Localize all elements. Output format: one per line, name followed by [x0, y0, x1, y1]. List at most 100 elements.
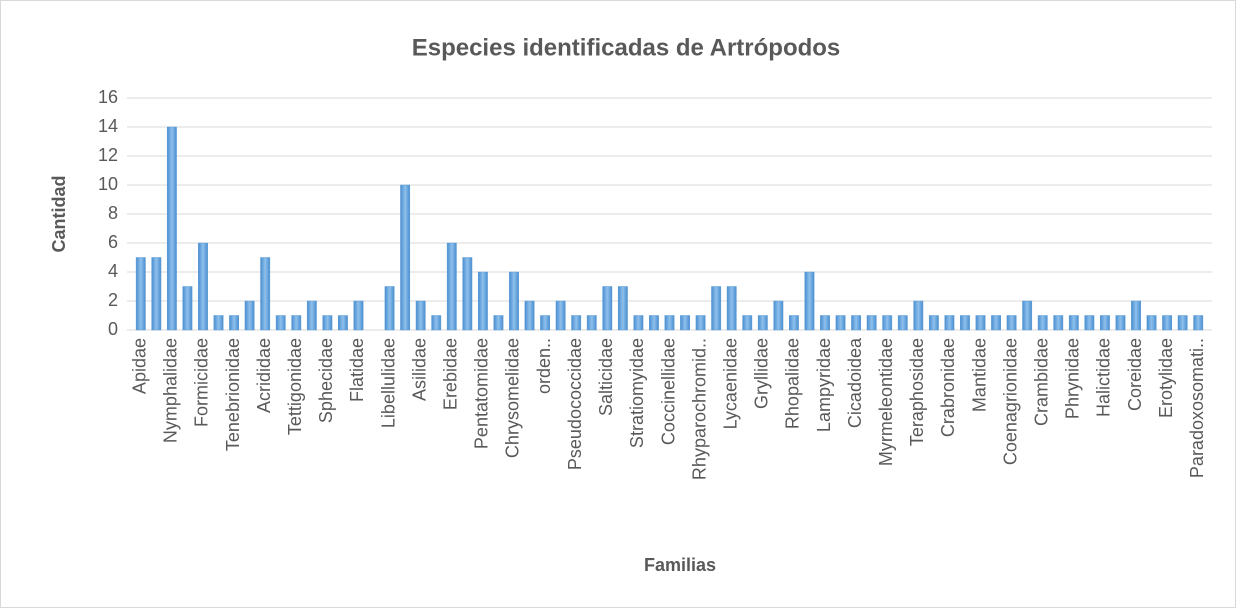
- x-tick-label: Gryllidae: [752, 338, 772, 409]
- bar: [1193, 315, 1204, 331]
- x-tick-label: Coccinellidae: [658, 338, 678, 445]
- bar: [1100, 315, 1110, 331]
- bar: [975, 315, 986, 331]
- bar: [524, 300, 535, 331]
- x-tick-label: Crabronidae: [938, 338, 958, 437]
- y-tick-label: 2: [108, 290, 118, 310]
- bar: [384, 286, 395, 331]
- bar: [820, 315, 830, 331]
- bar: [571, 315, 582, 331]
- bar: [1131, 300, 1141, 331]
- bar: [477, 271, 488, 331]
- x-tick-label: Lycaenidae: [720, 338, 740, 429]
- bar: [244, 300, 255, 331]
- bar: [462, 257, 473, 331]
- x-tick-label: Lampyridae: [814, 338, 834, 432]
- x-tick-label: Formicidae: [192, 338, 212, 427]
- bar: [1084, 315, 1095, 331]
- bar: [198, 242, 208, 331]
- bar: [1146, 315, 1157, 331]
- bar: [586, 315, 597, 331]
- bar: [882, 315, 893, 331]
- bar: [135, 257, 146, 331]
- bar: [960, 315, 970, 331]
- x-tick-label: Coreidae: [1125, 338, 1145, 411]
- y-tick-label: 8: [108, 203, 118, 223]
- x-tick-label: Phrynidae: [1063, 338, 1083, 419]
- bar: [866, 315, 877, 331]
- bar: [1068, 315, 1079, 331]
- bar: [1162, 315, 1173, 331]
- x-tick-label: Crambidae: [1031, 338, 1051, 426]
- x-tick-label: orden..: [534, 338, 554, 394]
- x-tick-label: Flatidae: [347, 338, 367, 402]
- x-tick-label: Tenebrionidae: [223, 338, 243, 451]
- bar: [851, 315, 862, 331]
- x-tick-label: Sphecidae: [316, 338, 336, 423]
- bar: [757, 315, 768, 331]
- x-tick-label: Stratiomyidae: [627, 338, 647, 448]
- bar: [1022, 300, 1033, 331]
- bar: [897, 315, 908, 331]
- bar: [291, 315, 302, 331]
- bar: [555, 300, 566, 331]
- bar: [944, 315, 955, 331]
- bar: [695, 315, 706, 331]
- x-tick-label: Salticidae: [596, 338, 616, 416]
- bar: [338, 315, 348, 331]
- bar: [1006, 315, 1017, 331]
- y-axis-title: Cantidad: [49, 175, 69, 252]
- x-tick-label: Rhopalidae: [783, 338, 803, 429]
- bar: [275, 315, 286, 331]
- x-tick-label: Cicadoidea: [845, 337, 865, 428]
- x-tick-label: Nymphalidae: [161, 338, 181, 443]
- bar: [1037, 315, 1048, 331]
- x-axis-title: Familias: [644, 555, 716, 575]
- x-tick-label: Coenagrionidae: [1000, 338, 1020, 465]
- bar: [928, 315, 939, 331]
- bar: [509, 271, 519, 331]
- bar: [617, 286, 628, 331]
- y-tick-label: 4: [108, 261, 118, 281]
- bar: [493, 315, 504, 331]
- x-tick-label: Erotylidae: [1156, 338, 1176, 418]
- bar: [1115, 315, 1126, 331]
- bar: [213, 315, 224, 331]
- x-tick-label: Acrididae: [254, 338, 274, 413]
- x-tick-label: Halictidae: [1094, 338, 1114, 417]
- chart-title: Especies identificadas de Artrópodos: [412, 34, 841, 61]
- bar: [633, 315, 644, 331]
- bar: [602, 286, 613, 331]
- y-tick-label: 0: [108, 319, 118, 339]
- y-tick-label: 14: [98, 116, 118, 136]
- x-tick-label: Libellulidae: [378, 338, 398, 428]
- x-tick-label: Pseudococcidae: [565, 338, 585, 470]
- bar: [431, 315, 442, 331]
- bar: [711, 286, 722, 331]
- bar: [835, 315, 846, 331]
- bar: [1177, 315, 1188, 331]
- bar: [773, 300, 784, 331]
- x-tick-label: Pentatomidae: [472, 338, 492, 449]
- x-tick-label: Mantidae: [969, 338, 989, 412]
- y-tick-label: 10: [98, 174, 118, 194]
- y-tick-label: 6: [108, 232, 118, 252]
- y-tick-label: 12: [98, 145, 118, 165]
- bar: [151, 257, 162, 331]
- bar: [913, 300, 924, 331]
- bar: [400, 184, 411, 331]
- bar: [322, 315, 333, 331]
- bar: [415, 300, 426, 331]
- bar: [804, 271, 815, 331]
- bar: [726, 286, 737, 331]
- x-tick-label: Teraphosidae: [907, 338, 927, 446]
- y-tick-label: 16: [98, 87, 118, 107]
- bar: [306, 300, 317, 331]
- bar: [788, 315, 799, 331]
- bar: [182, 286, 193, 331]
- x-tick-label: Paradoxosomati..: [1187, 338, 1207, 478]
- x-tick-label: Erebidae: [441, 338, 461, 410]
- x-tick-label: Tettigonidae: [285, 338, 305, 435]
